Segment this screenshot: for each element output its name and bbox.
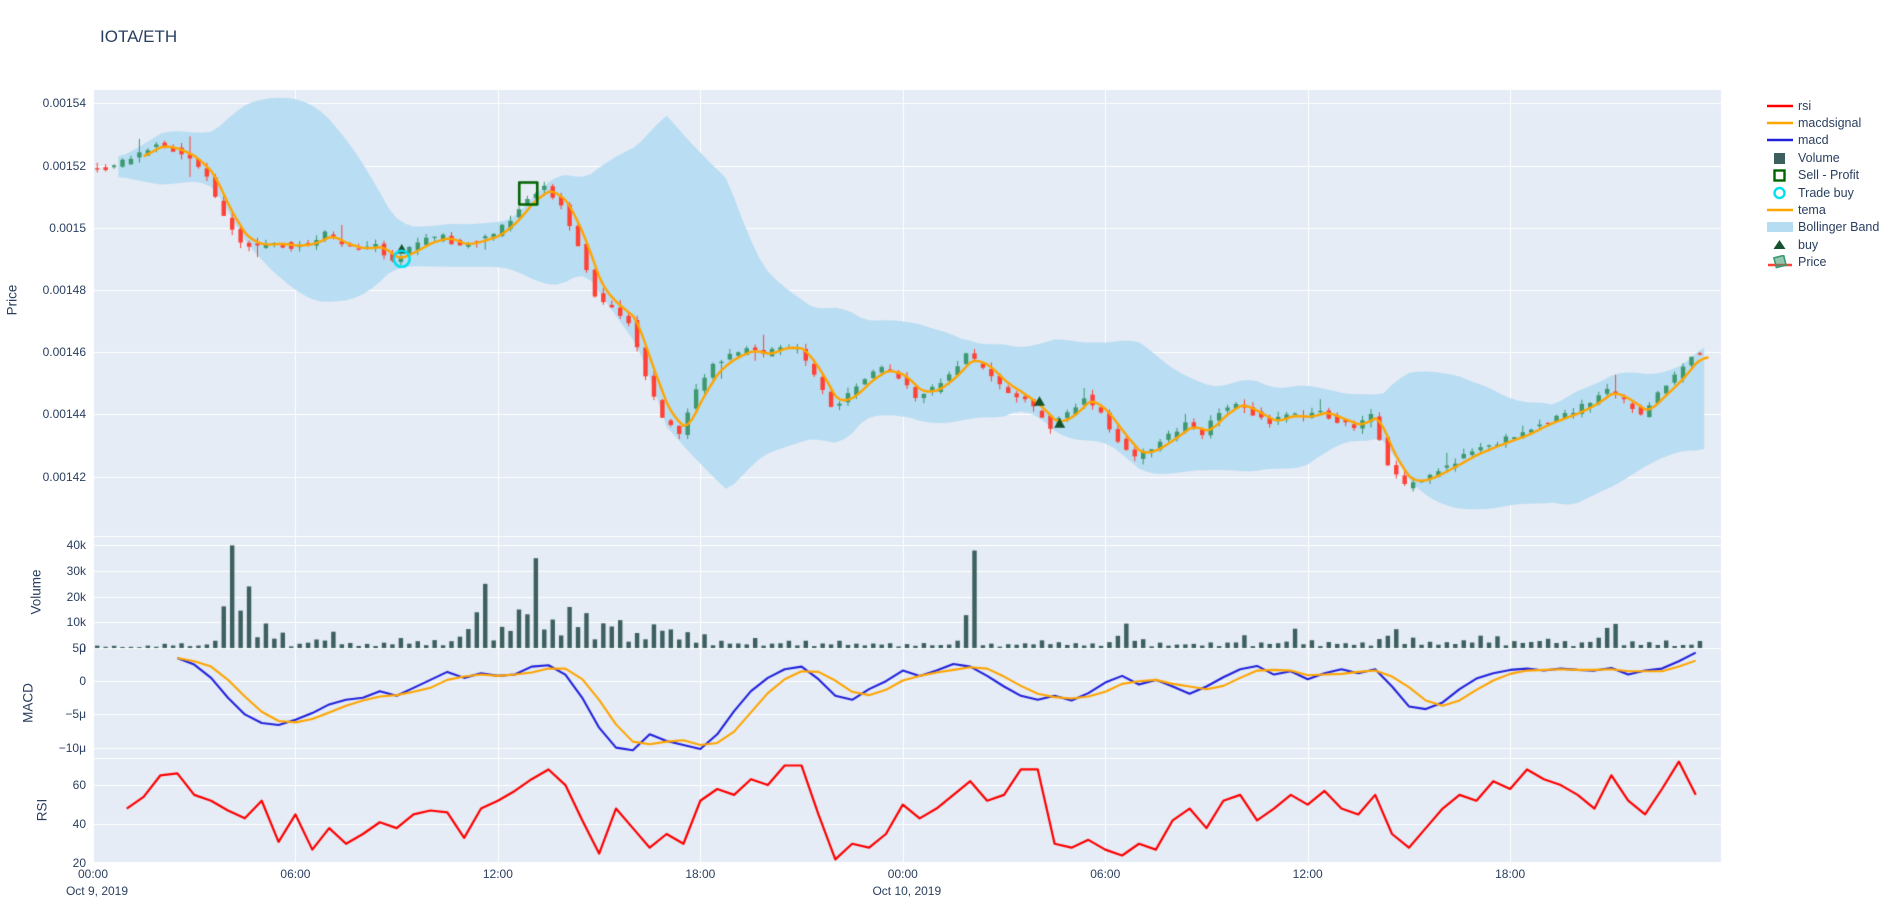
legend-label: Bollinger Band (1798, 220, 1880, 235)
price-y-tick-label: 0.00144 (42, 407, 86, 422)
legend-swatch (1766, 204, 1798, 216)
legend-label: macd (1798, 133, 1829, 148)
legend-item-buy[interactable]: buy (1766, 236, 1879, 253)
volume-y-tick-label: 40k (66, 538, 86, 553)
x-tick-label: 18:00 (1495, 867, 1526, 881)
price-y-tick-label: 0.00142 (42, 469, 86, 484)
x-tick-label: 12:00 (1292, 867, 1323, 881)
rsi-y-tick-label: 40 (72, 817, 86, 832)
x-tick-label: 00:00 (887, 867, 918, 881)
legend-item-macd[interactable]: macd (1766, 132, 1879, 149)
legend-swatch (1766, 168, 1798, 182)
price-candle-swatch-icon (1768, 255, 1792, 269)
legend-item-bollinger-band[interactable]: Bollinger Band (1766, 219, 1879, 236)
legend-label: Trade buy (1798, 185, 1854, 200)
volume-swatch-icon (1774, 152, 1785, 164)
price-y-tick-label: 0.0015 (49, 220, 86, 235)
x-day-label: Oct 10, 2019 (872, 884, 942, 898)
legend-label: tema (1798, 203, 1826, 218)
x-tick-label: 12:00 (482, 867, 513, 881)
price-y-tick-label: 0.00146 (42, 345, 86, 360)
legend-item-trade-buy[interactable]: Trade buy (1766, 184, 1879, 201)
legend-label: rsi (1798, 98, 1812, 113)
legend-item-tema[interactable]: tema (1766, 201, 1879, 218)
x-tick-label: 00:00 (77, 867, 109, 881)
volume-y-tick-label: 10k (66, 615, 86, 630)
legend-swatch (1766, 221, 1798, 233)
legend-item-price[interactable]: Price (1766, 254, 1879, 271)
legend-item-rsi[interactable]: rsi (1766, 97, 1879, 114)
legend: rsi macdsignal macd Volume Sell - Profit Trad… (1766, 97, 1879, 271)
x-tick-label: 06:00 (1090, 867, 1121, 881)
macd-y-tick-label: 5μ (72, 641, 86, 655)
legend-swatch (1766, 255, 1798, 269)
legend-label: Price (1798, 255, 1827, 270)
x-tick-label: 06:00 (280, 867, 311, 881)
legend-item-macdsignal[interactable]: macdsignal (1766, 114, 1879, 131)
buy-swatch-icon (1773, 239, 1786, 249)
line-swatch-icon (1767, 208, 1793, 212)
price-y-tick-label: 0.00148 (42, 282, 86, 297)
legend-swatch (1766, 100, 1798, 112)
rsi-y-tick-label: 60 (72, 778, 86, 793)
line-swatch-icon (1767, 104, 1793, 107)
price-y-tick-label: 0.00154 (42, 96, 86, 111)
legend-label: buy (1798, 237, 1819, 252)
x-day-label: Oct 9, 2019 (65, 884, 129, 898)
volume-y-tick-label: 0 (79, 641, 86, 655)
legend-item-sell-profit[interactable]: Sell - Profit (1766, 167, 1879, 184)
legend-label: Sell - Profit (1798, 168, 1860, 183)
legend-swatch (1766, 151, 1798, 165)
legend-item-volume[interactable]: Volume (1766, 149, 1879, 166)
legend-swatch (1766, 134, 1798, 146)
legend-label: macdsignal (1798, 116, 1862, 131)
page-title: IOTA/ETH (100, 27, 178, 46)
price-y-tick-label: 0.00152 (42, 158, 86, 173)
volume-y-tick-label: 20k (66, 589, 86, 604)
line-swatch-icon (1767, 121, 1793, 125)
rsi-y-tick-label: 20 (72, 856, 86, 871)
line-swatch-icon (1767, 139, 1793, 142)
macd-y-tick-label: −10μ (58, 740, 86, 755)
sell-profit-swatch-icon (1773, 169, 1786, 182)
legend-swatch (1766, 239, 1798, 251)
legend-label: Volume (1798, 150, 1840, 165)
legend-swatch (1766, 186, 1798, 200)
macd-y-tick-label: 0 (79, 674, 86, 689)
legend-swatch (1766, 117, 1798, 129)
volume-y-tick-label: 30k (66, 564, 86, 579)
bollinger-band-swatch-icon (1767, 222, 1793, 233)
macd-y-tick-label: −5μ (65, 707, 86, 722)
trade-buy-swatch-icon (1773, 186, 1786, 199)
x-tick-label: 18:00 (685, 867, 716, 881)
